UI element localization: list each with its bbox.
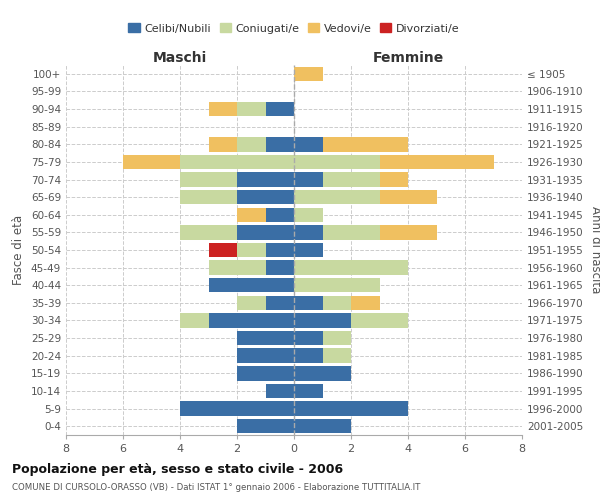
Bar: [294, 190, 380, 204]
Bar: [237, 102, 265, 117]
Bar: [237, 366, 294, 380]
Text: COMUNE DI CURSOLO-ORASSO (VB) - Dati ISTAT 1° gennaio 2006 - Elaborazione TUTTIT: COMUNE DI CURSOLO-ORASSO (VB) - Dati IST…: [12, 484, 421, 492]
Text: Popolazione per età, sesso e stato civile - 2006: Popolazione per età, sesso e stato civil…: [12, 462, 343, 475]
Bar: [265, 137, 294, 152]
Bar: [265, 243, 294, 257]
Bar: [265, 208, 294, 222]
Bar: [237, 296, 265, 310]
Bar: [294, 137, 323, 152]
Bar: [294, 260, 408, 275]
Bar: [294, 278, 380, 292]
Bar: [380, 154, 493, 169]
Text: Femmine: Femmine: [373, 51, 443, 65]
Bar: [237, 190, 294, 204]
Bar: [294, 331, 323, 345]
Bar: [237, 419, 294, 434]
Bar: [323, 225, 380, 240]
Bar: [351, 296, 380, 310]
Bar: [209, 137, 237, 152]
Bar: [265, 296, 294, 310]
Bar: [294, 314, 351, 328]
Bar: [351, 314, 408, 328]
Bar: [294, 384, 323, 398]
Bar: [265, 102, 294, 117]
Legend: Celibi/Nubili, Coniugati/e, Vedovi/e, Divorziati/e: Celibi/Nubili, Coniugati/e, Vedovi/e, Di…: [124, 19, 464, 38]
Bar: [294, 66, 323, 81]
Bar: [180, 225, 237, 240]
Bar: [323, 172, 380, 186]
Bar: [323, 137, 408, 152]
Bar: [180, 314, 209, 328]
Text: Maschi: Maschi: [153, 51, 207, 65]
Bar: [180, 172, 237, 186]
Bar: [265, 260, 294, 275]
Bar: [323, 296, 351, 310]
Bar: [237, 208, 265, 222]
Bar: [237, 172, 294, 186]
Y-axis label: Fasce di età: Fasce di età: [13, 215, 25, 285]
Bar: [294, 243, 323, 257]
Bar: [294, 296, 323, 310]
Bar: [209, 260, 265, 275]
Bar: [180, 402, 294, 416]
Bar: [237, 137, 265, 152]
Bar: [237, 225, 294, 240]
Bar: [380, 225, 437, 240]
Bar: [237, 348, 294, 363]
Bar: [294, 154, 380, 169]
Bar: [209, 243, 237, 257]
Bar: [294, 208, 323, 222]
Bar: [294, 225, 323, 240]
Y-axis label: Anni di nascita: Anni di nascita: [589, 206, 600, 294]
Bar: [294, 419, 351, 434]
Bar: [294, 402, 408, 416]
Bar: [237, 243, 265, 257]
Bar: [294, 172, 323, 186]
Bar: [123, 154, 180, 169]
Bar: [323, 348, 351, 363]
Bar: [180, 190, 237, 204]
Bar: [323, 331, 351, 345]
Bar: [294, 348, 323, 363]
Bar: [209, 278, 294, 292]
Bar: [380, 190, 437, 204]
Bar: [209, 102, 237, 117]
Bar: [265, 384, 294, 398]
Bar: [380, 172, 408, 186]
Bar: [209, 314, 294, 328]
Bar: [237, 331, 294, 345]
Bar: [180, 154, 294, 169]
Bar: [294, 366, 351, 380]
